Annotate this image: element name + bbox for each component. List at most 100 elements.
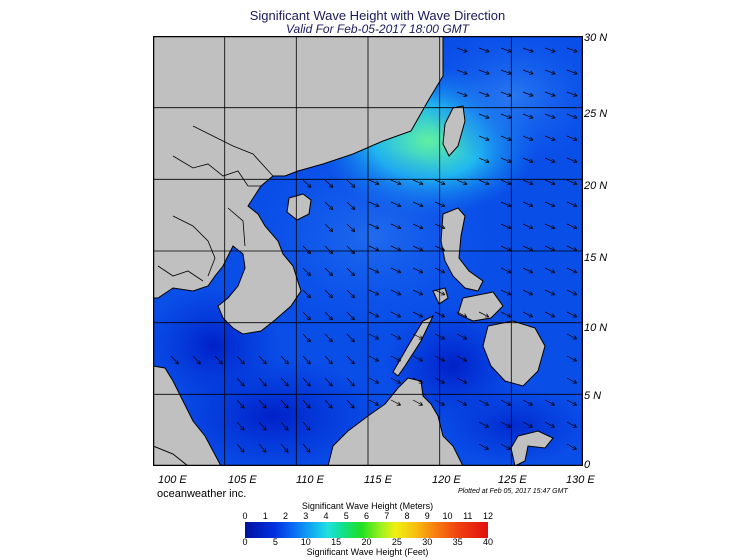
wave-arrow	[544, 69, 556, 75]
wave-arrow	[324, 355, 333, 365]
wave-arrow	[566, 135, 578, 141]
wave-arrow	[566, 289, 578, 296]
wave-arrow	[434, 399, 445, 406]
wave-arrow	[346, 267, 356, 277]
wave-arrow	[500, 69, 512, 75]
wave-arrow	[522, 201, 534, 208]
wave-arrow	[368, 245, 380, 252]
wave-arrow	[324, 333, 333, 343]
wave-arrow	[544, 267, 556, 274]
wave-arrow	[500, 47, 512, 53]
colorbar-feet-tick-0: 0	[242, 537, 248, 547]
wave-arrow	[280, 399, 289, 409]
wave-arrow	[434, 333, 446, 340]
wave-arrow	[390, 333, 402, 340]
lon-label-100e: 100 E	[158, 474, 187, 486]
wave-arrow	[478, 179, 490, 186]
wave-arrow	[544, 157, 556, 164]
lon-label-130e: 130 E	[566, 474, 595, 486]
wave-arrow	[390, 223, 402, 230]
colorbar-feet-tick-6: 30	[422, 537, 433, 547]
wave-arrow	[522, 157, 534, 164]
wave-arrow	[522, 311, 534, 318]
wave-arrow	[566, 69, 578, 75]
land-luzon	[440, 207, 484, 292]
wave-arrow	[214, 355, 223, 365]
wave-arrow	[324, 377, 333, 387]
wave-arrow	[478, 91, 490, 97]
wave-arrow	[522, 179, 534, 186]
land-taiwan	[442, 105, 466, 157]
wave-arrow	[390, 399, 401, 406]
wave-arrow	[390, 289, 402, 296]
wave-arrow	[302, 267, 312, 277]
wave-arrow	[522, 289, 534, 296]
land-malay-peninsula	[153, 365, 222, 466]
wave-arrow	[478, 113, 490, 119]
wave-arrow	[500, 245, 512, 252]
wave-arrow	[522, 399, 533, 406]
lat-label-20n: 20 N	[584, 180, 608, 192]
wave-arrow	[478, 399, 489, 406]
wave-arrow	[566, 267, 578, 274]
wave-arrow	[368, 223, 380, 230]
colorbar-meters-tick-7: 7	[384, 511, 390, 521]
wave-arrow	[434, 267, 446, 274]
wave-arrow	[544, 245, 556, 252]
wave-arrow	[368, 201, 380, 208]
wave-arrow	[456, 399, 467, 406]
lat-label-15n: 15 N	[584, 252, 608, 264]
wave-arrow	[412, 289, 424, 296]
wave-arrow	[390, 201, 402, 208]
wave-arrow	[500, 201, 512, 208]
colorbar-feet-tick-5: 25	[391, 537, 402, 547]
wave-arrow	[302, 311, 311, 321]
wave-arrow	[368, 179, 380, 186]
wave-arrow	[324, 201, 334, 210]
wave-arrow	[368, 377, 380, 384]
wave-arrow	[236, 355, 245, 365]
wave-arrow	[192, 355, 201, 365]
wave-arrow	[566, 421, 577, 428]
wave-arrow	[522, 91, 534, 97]
wave-arrow	[258, 421, 267, 431]
wave-arrow	[566, 377, 578, 384]
wave-arrow	[258, 355, 267, 365]
wave-arrow	[280, 377, 289, 387]
wave-arrow	[412, 245, 424, 252]
wave-arrow	[566, 91, 578, 97]
colorbar-feet-tick-1: 5	[272, 537, 278, 547]
wave-arrow	[478, 69, 490, 75]
wave-arrow	[544, 399, 555, 406]
land-mindanao	[482, 320, 546, 387]
land-sumatra	[153, 445, 189, 466]
wave-arrow	[302, 443, 311, 453]
colorbar-meters-tick-4: 4	[323, 511, 329, 521]
colorbar-meters-tick-1: 1	[262, 511, 268, 521]
wave-arrow	[368, 289, 380, 296]
wave-arrow	[544, 47, 556, 53]
wave-arrow	[500, 157, 512, 164]
wave-arrow	[544, 223, 556, 230]
lat-label-10n: 10 N	[584, 322, 608, 334]
wave-arrow	[566, 47, 578, 53]
wave-arrow	[236, 421, 245, 431]
wave-arrow	[566, 443, 577, 450]
wave-arrow	[500, 179, 512, 186]
wave-arrow	[434, 377, 446, 384]
wave-arrow	[302, 399, 311, 409]
map-title: Significant Wave Height with Wave Direct…	[249, 8, 506, 23]
wave-arrow	[412, 377, 424, 384]
wave-arrow	[478, 47, 490, 53]
wave-arrow	[566, 355, 578, 362]
wave-arrow	[566, 311, 578, 318]
wave-arrow	[522, 223, 534, 230]
wave-arrow	[324, 267, 334, 277]
wave-arrow	[346, 311, 355, 321]
wave-arrow	[500, 91, 512, 97]
wave-arrow	[566, 201, 578, 208]
wave-arrow	[500, 267, 512, 274]
wave-arrow	[280, 443, 289, 453]
wave-arrow	[390, 179, 402, 186]
land-china-indochina	[153, 36, 444, 335]
